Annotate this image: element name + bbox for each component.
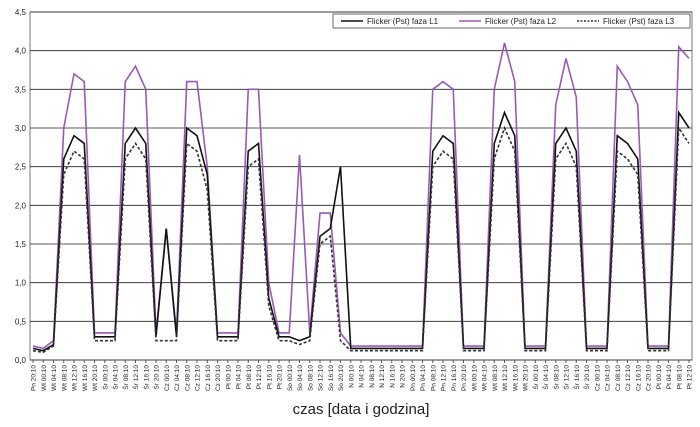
x-tick-label: Śr 16:10 bbox=[141, 365, 150, 390]
x-tick-label: Cz 12:10 bbox=[625, 365, 632, 391]
series-line bbox=[32, 125, 690, 354]
x-tick-label: Śr 12:10 bbox=[131, 365, 140, 390]
plot-area bbox=[29, 11, 693, 361]
x-tick-label: Wt 08:10 bbox=[61, 365, 68, 391]
y-tick-label: 4,0 bbox=[15, 47, 27, 56]
x-tick-label: Śr 08:10 bbox=[121, 365, 130, 390]
x-tick-label: So 16:10 bbox=[328, 365, 335, 391]
x-tick-label: Cz 20:10 bbox=[215, 365, 222, 391]
x-tick-label: Cz 08:10 bbox=[184, 365, 191, 391]
x-tick-label: Wt 20:10 bbox=[92, 365, 99, 391]
x-tick-label: Pn 08:10 bbox=[430, 365, 437, 391]
x-tick-label: Wt 00:10 bbox=[471, 365, 478, 391]
x-tick-label: Wt 16:10 bbox=[82, 365, 89, 391]
x-tick-label: N 12:10 bbox=[379, 365, 386, 388]
x-tick-label: Cz 04:10 bbox=[605, 365, 612, 391]
legend-label: Flicker (Pst) faza L2 bbox=[485, 17, 557, 26]
y-tick-label: 3,0 bbox=[15, 124, 27, 133]
x-tick-label: Śr 08:10 bbox=[551, 365, 560, 390]
x-tick-label: Cz 20:10 bbox=[646, 365, 653, 391]
x-tick-label: Cz 12:10 bbox=[195, 365, 202, 391]
x-tick-label: Pn 04:10 bbox=[420, 365, 427, 391]
x-tick-label: Pn 20:10 bbox=[461, 365, 468, 391]
x-tick-label: Cz 00:10 bbox=[164, 365, 171, 391]
y-tick-label: 2,0 bbox=[15, 201, 27, 210]
x-tick-label: Pn 16:10 bbox=[451, 365, 458, 391]
legend-label: Flicker (Pst) faza L3 bbox=[603, 17, 675, 26]
x-tick-label: Pt 00:10 bbox=[225, 365, 232, 390]
y-tick-label: 1,5 bbox=[15, 240, 27, 249]
x-tick-label: N 04:10 bbox=[359, 365, 366, 388]
x-tick-label: Wt 20:10 bbox=[523, 365, 530, 391]
x-tick-label: Pn 00:10 bbox=[410, 365, 417, 391]
x-tick-label: N 00:10 bbox=[348, 365, 355, 388]
y-tick-label: 3,5 bbox=[15, 85, 27, 94]
x-tick-label: Pt 00:10 bbox=[656, 365, 663, 390]
y-tick-label: 1,0 bbox=[15, 279, 27, 288]
y-tick-label: 4,5 bbox=[15, 8, 27, 17]
x-axis-title: czas [data i godzina] bbox=[293, 401, 430, 418]
x-tick-label: N 16:10 bbox=[389, 365, 396, 388]
x-tick-label: Cz 16:10 bbox=[635, 365, 642, 391]
x-tick-label: Śr 12:10 bbox=[562, 365, 571, 390]
x-tick-label: Wt 16:10 bbox=[512, 365, 519, 391]
x-tick-label: Śr 20:10 bbox=[582, 365, 591, 390]
x-tick-label: Pt 20:10 bbox=[277, 365, 284, 390]
x-tick-label: Pt 04:10 bbox=[236, 365, 243, 390]
x-tick-label: Wt 12:10 bbox=[72, 365, 79, 391]
x-tick-label: Cz 16:10 bbox=[205, 365, 212, 391]
x-tick-label: Śr 00:10 bbox=[100, 365, 109, 390]
x-tick-label: Śr 20:10 bbox=[152, 365, 161, 390]
x-tick-label: Pt 12:10 bbox=[256, 365, 263, 390]
y-tick-label: 0,5 bbox=[15, 317, 27, 326]
x-tick-label: Pt 12:10 bbox=[687, 365, 694, 390]
x-tick-label: Wt 00:10 bbox=[41, 365, 48, 391]
x-tick-label: Pt 04:10 bbox=[666, 365, 673, 390]
x-tick-label: Śr 00:10 bbox=[531, 365, 540, 390]
x-tick-label: Pt 16:10 bbox=[266, 365, 273, 390]
x-tick-label: Śr 16:10 bbox=[572, 365, 581, 390]
x-tick-label: Pt 08:10 bbox=[246, 365, 253, 390]
x-tick-label: Pn 20:10 bbox=[31, 365, 38, 391]
x-tick-label: N 20:10 bbox=[400, 365, 407, 388]
legend-box bbox=[332, 13, 691, 29]
x-tick-label: Wt 08:10 bbox=[492, 365, 499, 391]
x-tick-label: Cz 04:10 bbox=[174, 365, 181, 391]
x-tick-label: Cz 08:10 bbox=[615, 365, 622, 391]
x-tick-label: N 08:10 bbox=[369, 365, 376, 388]
x-tick-label: So 20:10 bbox=[338, 365, 345, 391]
x-tick-label: So 12:10 bbox=[318, 365, 325, 391]
x-tick-label: Cz 00:10 bbox=[594, 365, 601, 391]
x-tick-label: Wt 04:10 bbox=[482, 365, 489, 391]
legend-label: Flicker (Pst) faza L1 bbox=[367, 17, 439, 26]
x-tick-label: Śr 04:10 bbox=[111, 365, 120, 390]
series-line bbox=[32, 42, 690, 350]
y-tick-label: 0,0 bbox=[15, 356, 27, 365]
x-tick-label: Pt 08:10 bbox=[676, 365, 683, 390]
x-tick-label: So 04:10 bbox=[297, 365, 304, 391]
x-tick-label: Pn 12:10 bbox=[441, 365, 448, 391]
x-tick-label: Wt 12:10 bbox=[502, 365, 509, 391]
x-tick-label: So 00:10 bbox=[287, 365, 294, 391]
x-tick-label: Wt 04:10 bbox=[51, 365, 58, 391]
x-tick-label: So 08:10 bbox=[307, 365, 314, 391]
x-tick-label: Śr 04:10 bbox=[541, 365, 550, 390]
y-tick-label: 2,5 bbox=[15, 163, 27, 172]
